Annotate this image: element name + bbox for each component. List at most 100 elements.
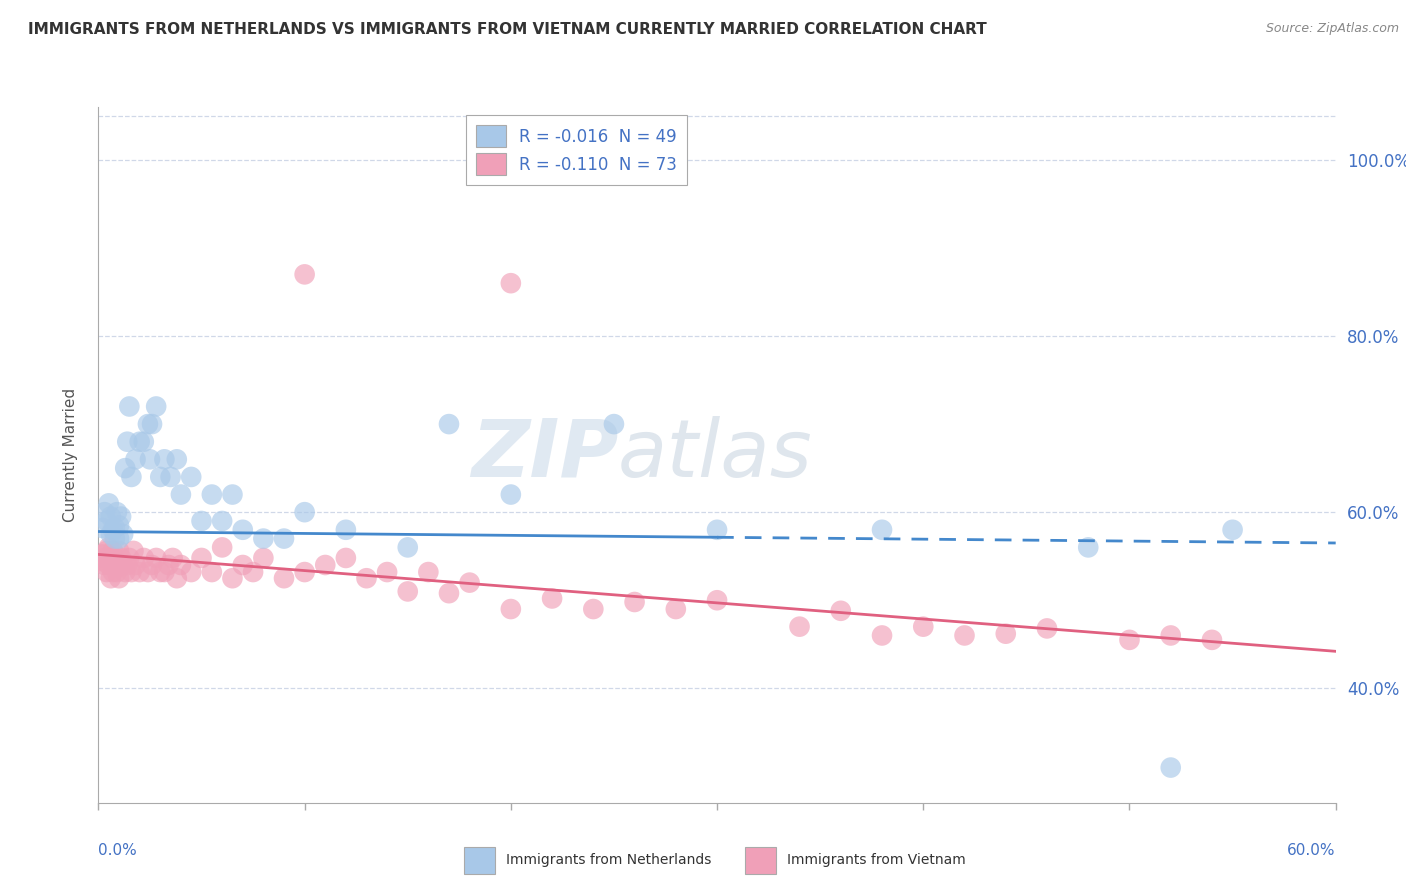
Point xyxy=(870,628,893,642)
Point xyxy=(110,551,132,566)
Point xyxy=(499,276,522,290)
Point xyxy=(180,470,202,484)
Point xyxy=(105,505,128,519)
Point xyxy=(96,514,118,528)
Point xyxy=(108,532,131,546)
Point xyxy=(170,487,193,501)
Point xyxy=(252,532,274,546)
Point xyxy=(335,523,357,537)
Point xyxy=(128,434,150,449)
Point xyxy=(437,586,460,600)
Point xyxy=(789,620,811,634)
Point xyxy=(242,565,264,579)
Point xyxy=(100,527,122,541)
Point xyxy=(97,541,120,555)
Point xyxy=(112,558,135,572)
Point xyxy=(994,626,1017,640)
Point xyxy=(101,523,124,537)
Point xyxy=(124,558,146,572)
Point xyxy=(132,434,155,449)
Point xyxy=(97,496,120,510)
Point xyxy=(93,505,115,519)
Point xyxy=(141,558,163,572)
Point xyxy=(166,452,188,467)
Text: 0.0%: 0.0% xyxy=(98,843,138,858)
Point xyxy=(101,565,124,579)
Point xyxy=(706,523,728,537)
Point xyxy=(118,551,141,566)
Text: Immigrants from Vietnam: Immigrants from Vietnam xyxy=(787,853,966,867)
Point xyxy=(93,551,115,566)
Point xyxy=(180,565,202,579)
Point xyxy=(211,514,233,528)
Point xyxy=(104,558,127,572)
Point xyxy=(211,541,233,555)
Point xyxy=(541,591,564,606)
Point xyxy=(170,558,193,572)
Point xyxy=(117,558,139,572)
Point xyxy=(139,452,162,467)
Point xyxy=(96,544,118,558)
Point xyxy=(665,602,688,616)
Point xyxy=(396,541,419,555)
Point xyxy=(104,521,127,535)
Point xyxy=(232,558,254,572)
Point xyxy=(96,565,118,579)
Point xyxy=(252,551,274,566)
Point xyxy=(100,571,122,585)
Point xyxy=(582,602,605,616)
Point xyxy=(912,620,935,634)
Point xyxy=(273,532,295,546)
Point xyxy=(221,487,243,501)
Point xyxy=(201,487,224,501)
Point xyxy=(153,452,176,467)
Text: IMMIGRANTS FROM NETHERLANDS VS IMMIGRANTS FROM VIETNAM CURRENTLY MARRIED CORRELA: IMMIGRANTS FROM NETHERLANDS VS IMMIGRANT… xyxy=(28,22,987,37)
Point xyxy=(499,487,522,501)
Point xyxy=(91,521,114,535)
Point xyxy=(1160,628,1182,642)
Point xyxy=(97,558,120,572)
Point xyxy=(100,551,122,566)
Point xyxy=(100,509,122,524)
Point xyxy=(294,505,316,519)
Point xyxy=(1201,632,1223,647)
Point xyxy=(190,514,212,528)
Point xyxy=(1222,523,1244,537)
Point xyxy=(153,565,176,579)
Point xyxy=(149,470,172,484)
Point xyxy=(437,417,460,431)
Point xyxy=(418,565,440,579)
Point xyxy=(830,604,852,618)
Point xyxy=(201,565,224,579)
Point xyxy=(221,571,243,585)
Point xyxy=(1036,622,1059,636)
Point xyxy=(141,417,163,431)
Point xyxy=(1118,632,1140,647)
Point xyxy=(190,551,212,566)
Point xyxy=(159,470,181,484)
Point xyxy=(870,523,893,537)
Point xyxy=(294,565,316,579)
Point xyxy=(120,565,142,579)
Point xyxy=(375,565,398,579)
Point xyxy=(166,571,188,585)
Point xyxy=(458,575,481,590)
Point xyxy=(149,565,172,579)
Point xyxy=(114,461,136,475)
Point xyxy=(232,523,254,537)
Text: atlas: atlas xyxy=(619,416,813,494)
Point xyxy=(114,565,136,579)
Point xyxy=(101,544,124,558)
Point xyxy=(145,551,167,566)
Point xyxy=(499,602,522,616)
Point xyxy=(91,548,114,562)
Text: ZIP: ZIP xyxy=(471,416,619,494)
Point xyxy=(335,551,357,566)
Point xyxy=(162,551,184,566)
Point xyxy=(112,527,135,541)
Point xyxy=(1160,761,1182,775)
Point xyxy=(110,509,132,524)
Point xyxy=(89,553,111,567)
Point xyxy=(623,595,645,609)
Text: 60.0%: 60.0% xyxy=(1288,843,1336,858)
